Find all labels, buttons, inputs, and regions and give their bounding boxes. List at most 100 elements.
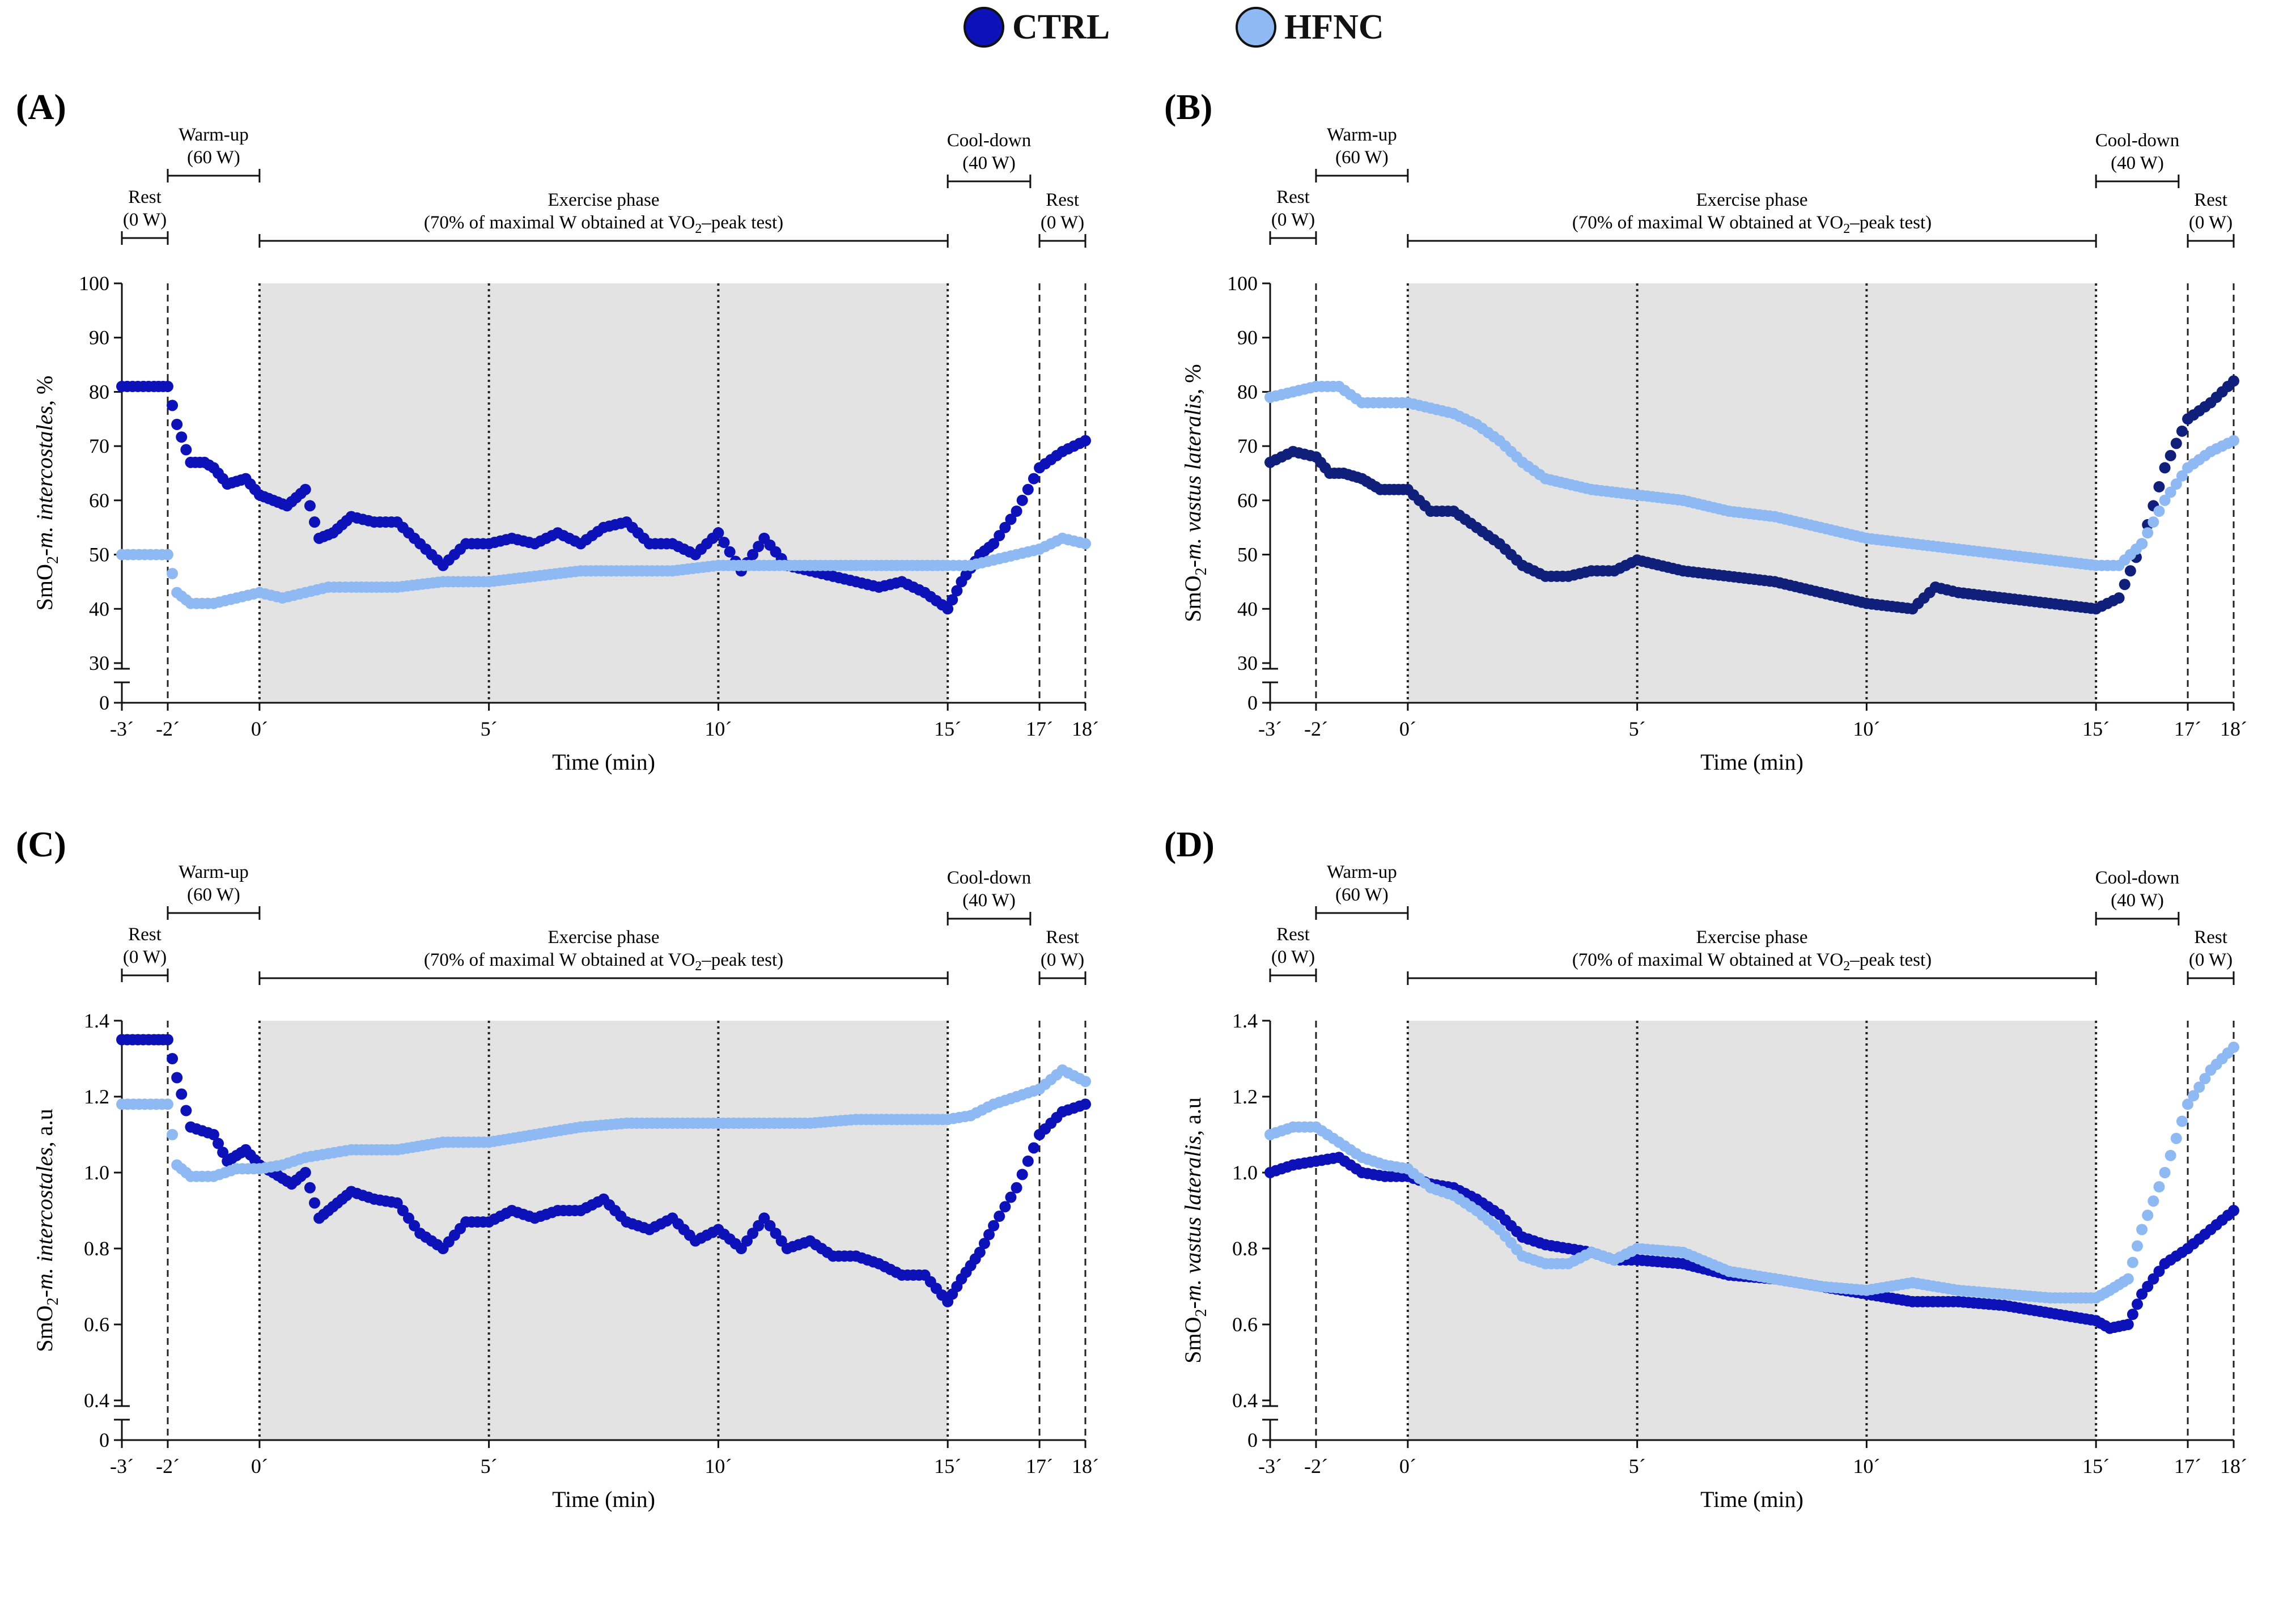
trace-dot-hfnc xyxy=(2148,1195,2159,1207)
x-tick-label: 17´ xyxy=(1026,1455,1053,1477)
y-tick-label: 30 xyxy=(1237,652,1258,674)
trace-dot-ctrl xyxy=(1028,1142,1039,1154)
y-tick-label: 1.0 xyxy=(84,1161,109,1184)
x-tick-label: 10´ xyxy=(1853,1455,1880,1477)
x-axis-title: Time (min) xyxy=(552,1487,655,1512)
trace-dot-hfnc xyxy=(2170,1132,2182,1144)
x-axis-title: Time (min) xyxy=(552,749,655,775)
x-tick-label: 18´ xyxy=(2220,1455,2247,1477)
chart-d-svg: (D)Rest(0 W)Warm-up(60 W)Exercise phase(… xyxy=(1164,824,2247,1512)
trace-dot-hfnc xyxy=(2148,516,2159,528)
trace-dot-ctrl xyxy=(724,546,736,558)
data-point-hfnc xyxy=(2228,435,2239,447)
exercise-shaded-area xyxy=(1407,283,2096,703)
trace-dot-ctrl xyxy=(2124,565,2136,577)
y-tick-label: 0.8 xyxy=(1232,1237,1258,1260)
panel-c: (C) Rest (0 W) Warm-up (60 W) Exercise phase(… xyxy=(0,811,1148,1622)
trace-dot-ctrl xyxy=(2127,1309,2138,1320)
y-tick-label: 0 xyxy=(1247,1429,1258,1451)
legend-marker-hfnc xyxy=(1236,7,1276,48)
data-point-hfnc xyxy=(2159,1167,2171,1178)
trace-dot-ctrl xyxy=(978,1238,990,1250)
exercise-shaded-area xyxy=(259,283,948,703)
y-axis-title: SmO2-m. vastus lateralis, % xyxy=(1180,364,1210,622)
y-tick-label: 50 xyxy=(1237,544,1258,566)
rest-start-load: (0 W) xyxy=(1271,210,1315,230)
cooldown-label: Cool-down xyxy=(947,130,1032,151)
trace-dot-ctrl xyxy=(999,521,1011,533)
rest-end-label: Rest xyxy=(1046,190,1079,210)
y-tick-label: 60 xyxy=(1237,489,1258,512)
y-tick-label: 30 xyxy=(89,652,109,674)
x-tick-label: -2´ xyxy=(1304,717,1328,740)
y-tick-label: 50 xyxy=(89,544,109,566)
y-tick-label: 80 xyxy=(89,380,109,403)
trace-dot-ctrl xyxy=(2119,579,2131,591)
legend-item-ctrl: CTRL xyxy=(964,7,1110,48)
data-point-hfnc xyxy=(2159,494,2171,506)
exercise-phase-label: Exercise phase xyxy=(1696,927,1808,948)
data-point-hfnc xyxy=(2122,1273,2134,1285)
y-tick-label: 70 xyxy=(1237,435,1258,457)
x-tick-label: 17´ xyxy=(2174,717,2201,740)
y-tick-label: 40 xyxy=(1237,597,1258,620)
trace-dot-ctrl xyxy=(2170,438,2182,449)
data-point-ctrl xyxy=(988,1220,1000,1232)
rest-start-label: Rest xyxy=(1276,924,1310,945)
y-tick-label: 100 xyxy=(1227,272,1258,295)
y-tick-label: 70 xyxy=(89,435,109,457)
x-tick-label: 17´ xyxy=(1026,717,1053,740)
legend-marker-ctrl xyxy=(964,7,1004,48)
trace-dot-ctrl xyxy=(1016,494,1028,506)
x-tick-label: 0´ xyxy=(251,717,268,740)
y-tick-label: 60 xyxy=(89,489,109,512)
y-tick-label: 1.2 xyxy=(1232,1085,1258,1108)
data-point-hfnc xyxy=(2228,1041,2239,1053)
data-point-ctrl xyxy=(171,418,183,430)
y-tick-label: 80 xyxy=(1237,380,1258,403)
rest-end-label: Rest xyxy=(2194,927,2227,948)
cooldown-label: Cool-down xyxy=(2095,130,2180,151)
data-point-ctrl xyxy=(2228,375,2239,387)
rest-end-label: Rest xyxy=(2194,190,2227,210)
x-tick-label: 10´ xyxy=(704,717,732,740)
trace-dot-ctrl xyxy=(167,1053,179,1064)
x-tick-label: 10´ xyxy=(1853,717,1880,740)
exercise-phase-label: Exercise phase xyxy=(548,927,660,948)
x-tick-label: -2´ xyxy=(156,1455,180,1477)
x-tick-label: -3´ xyxy=(1258,1455,1282,1477)
x-tick-label: -3´ xyxy=(110,1455,134,1477)
data-point-hfnc xyxy=(162,549,173,561)
trace-dot-ctrl xyxy=(1028,473,1039,485)
legend: CTRL HFNC xyxy=(0,0,2296,62)
rest-start-label: Rest xyxy=(128,187,162,207)
trace-dot-ctrl xyxy=(747,549,759,561)
warmup-label: Warm-up xyxy=(1327,125,1397,145)
cooldown-load: (40 W) xyxy=(962,153,1016,173)
trace-dot-ctrl xyxy=(176,431,188,443)
y-tick-label: 0.6 xyxy=(1232,1313,1258,1336)
data-point-ctrl xyxy=(2113,592,2125,604)
panel-letter: (C) xyxy=(16,824,66,864)
rest-end-load: (0 W) xyxy=(2189,213,2233,233)
data-point-ctrl xyxy=(712,527,724,539)
x-tick-label: -2´ xyxy=(156,717,180,740)
x-tick-label: 18´ xyxy=(1072,1455,1099,1477)
data-point-ctrl xyxy=(162,1034,173,1046)
warmup-load: (60 W) xyxy=(187,885,240,905)
rest-end-label: Rest xyxy=(1046,927,1079,948)
data-point-ctrl xyxy=(207,1129,219,1140)
data-point-ctrl xyxy=(942,603,954,615)
trace-dot-ctrl xyxy=(304,1182,316,1194)
cooldown-load: (40 W) xyxy=(2111,153,2164,173)
x-tick-label: 17´ xyxy=(2174,1455,2201,1477)
chart-c-svg: (C)Rest(0 W)Warm-up(60 W)Exercise phase(… xyxy=(16,824,1099,1512)
trace-dot-ctrl xyxy=(951,585,963,597)
warmup-label: Warm-up xyxy=(1327,862,1397,882)
trace-dot-ctrl xyxy=(2153,481,2165,492)
trace-dot-ctrl xyxy=(180,1105,192,1116)
x-tick-label: 15´ xyxy=(2082,717,2110,740)
x-tick-label: 0´ xyxy=(1399,717,1416,740)
data-point-ctrl xyxy=(1011,1182,1022,1194)
trace-dot-ctrl xyxy=(2132,1298,2143,1310)
